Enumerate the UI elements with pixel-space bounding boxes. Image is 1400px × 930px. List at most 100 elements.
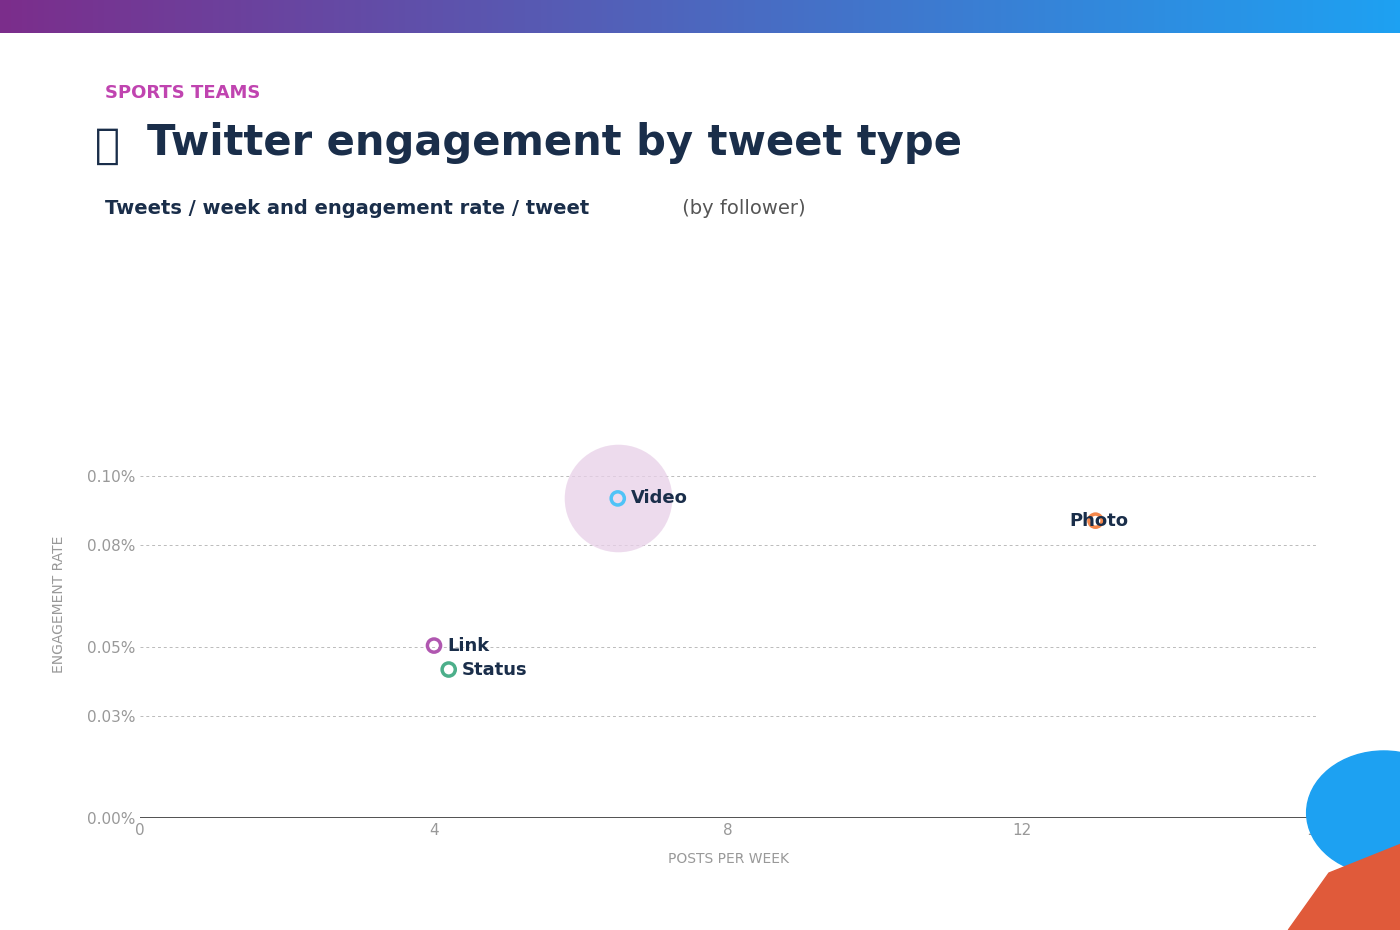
Bar <box>361 0 367 33</box>
Bar <box>66 0 71 33</box>
Bar <box>858 0 864 33</box>
Bar <box>1197 0 1203 33</box>
Bar <box>493 0 497 33</box>
Bar <box>1018 0 1022 33</box>
Bar <box>1044 0 1050 33</box>
Bar <box>181 0 186 33</box>
Bar <box>1317 0 1323 33</box>
Bar <box>43 0 49 33</box>
Bar <box>399 0 405 33</box>
Bar <box>49 0 55 33</box>
Bar <box>1165 0 1170 33</box>
Bar <box>470 0 476 33</box>
Bar <box>973 0 979 33</box>
Bar <box>497 0 503 33</box>
Bar <box>728 0 732 33</box>
Bar <box>843 0 847 33</box>
Bar <box>1345 0 1351 33</box>
Bar <box>1219 0 1225 33</box>
Bar <box>623 0 629 33</box>
Bar <box>1078 0 1082 33</box>
Text: IQ: IQ <box>1287 888 1310 908</box>
Bar <box>1182 0 1187 33</box>
Bar <box>602 0 608 33</box>
Bar <box>1154 0 1159 33</box>
Bar <box>613 0 617 33</box>
Bar <box>143 0 147 33</box>
Bar <box>11 0 17 33</box>
Bar <box>1329 0 1334 33</box>
Bar <box>1001 0 1007 33</box>
Bar <box>258 0 263 33</box>
Bar <box>755 0 760 33</box>
Bar <box>378 0 382 33</box>
Bar <box>448 0 454 33</box>
Bar <box>1214 0 1219 33</box>
Bar <box>903 0 907 33</box>
Bar <box>1137 0 1142 33</box>
Bar <box>1340 0 1345 33</box>
Bar <box>28 0 32 33</box>
Bar <box>958 0 963 33</box>
Text: Tweets / week and engagement rate / tweet: Tweets / week and engagement rate / twee… <box>105 199 589 218</box>
Bar <box>71 0 77 33</box>
Bar <box>503 0 508 33</box>
Bar <box>1362 0 1368 33</box>
Bar <box>284 0 290 33</box>
Bar <box>1208 0 1214 33</box>
Bar <box>1028 0 1033 33</box>
Bar <box>967 0 973 33</box>
Bar <box>930 0 935 33</box>
Bar <box>826 0 832 33</box>
Bar <box>175 0 181 33</box>
Bar <box>38 0 43 33</box>
Point <box>437 662 459 677</box>
Bar <box>913 0 918 33</box>
Bar <box>1394 0 1400 33</box>
Text: Twitter engagement by tweet type: Twitter engagement by tweet type <box>147 123 962 165</box>
Bar <box>749 0 755 33</box>
Bar <box>743 0 749 33</box>
Bar <box>55 0 60 33</box>
Bar <box>514 0 519 33</box>
Bar <box>1022 0 1028 33</box>
Bar <box>137 0 143 33</box>
Bar <box>629 0 634 33</box>
Bar <box>312 0 318 33</box>
Bar <box>1323 0 1329 33</box>
Bar <box>203 0 207 33</box>
Bar <box>1378 0 1383 33</box>
Bar <box>722 0 728 33</box>
Bar <box>1110 0 1116 33</box>
Bar <box>382 0 388 33</box>
Bar <box>1372 0 1378 33</box>
Bar <box>634 0 640 33</box>
Bar <box>694 0 700 33</box>
Bar <box>60 0 66 33</box>
Bar <box>1187 0 1193 33</box>
Bar <box>218 0 224 33</box>
Bar <box>437 0 442 33</box>
Bar <box>935 0 941 33</box>
Bar <box>519 0 525 33</box>
Bar <box>717 0 722 33</box>
Bar <box>853 0 858 33</box>
Bar <box>1012 0 1018 33</box>
Bar <box>783 0 787 33</box>
Bar <box>941 0 946 33</box>
Text: 🐦: 🐦 <box>95 126 120 167</box>
Bar <box>410 0 416 33</box>
Bar <box>1334 0 1340 33</box>
Bar <box>760 0 766 33</box>
Bar <box>6 0 11 33</box>
Bar <box>186 0 192 33</box>
Bar <box>1099 0 1105 33</box>
Bar <box>246 0 252 33</box>
Bar <box>918 0 924 33</box>
Bar <box>1263 0 1268 33</box>
Bar <box>1280 0 1285 33</box>
Bar <box>1296 0 1302 33</box>
Bar <box>771 0 777 33</box>
Bar <box>574 0 580 33</box>
Bar <box>547 0 553 33</box>
